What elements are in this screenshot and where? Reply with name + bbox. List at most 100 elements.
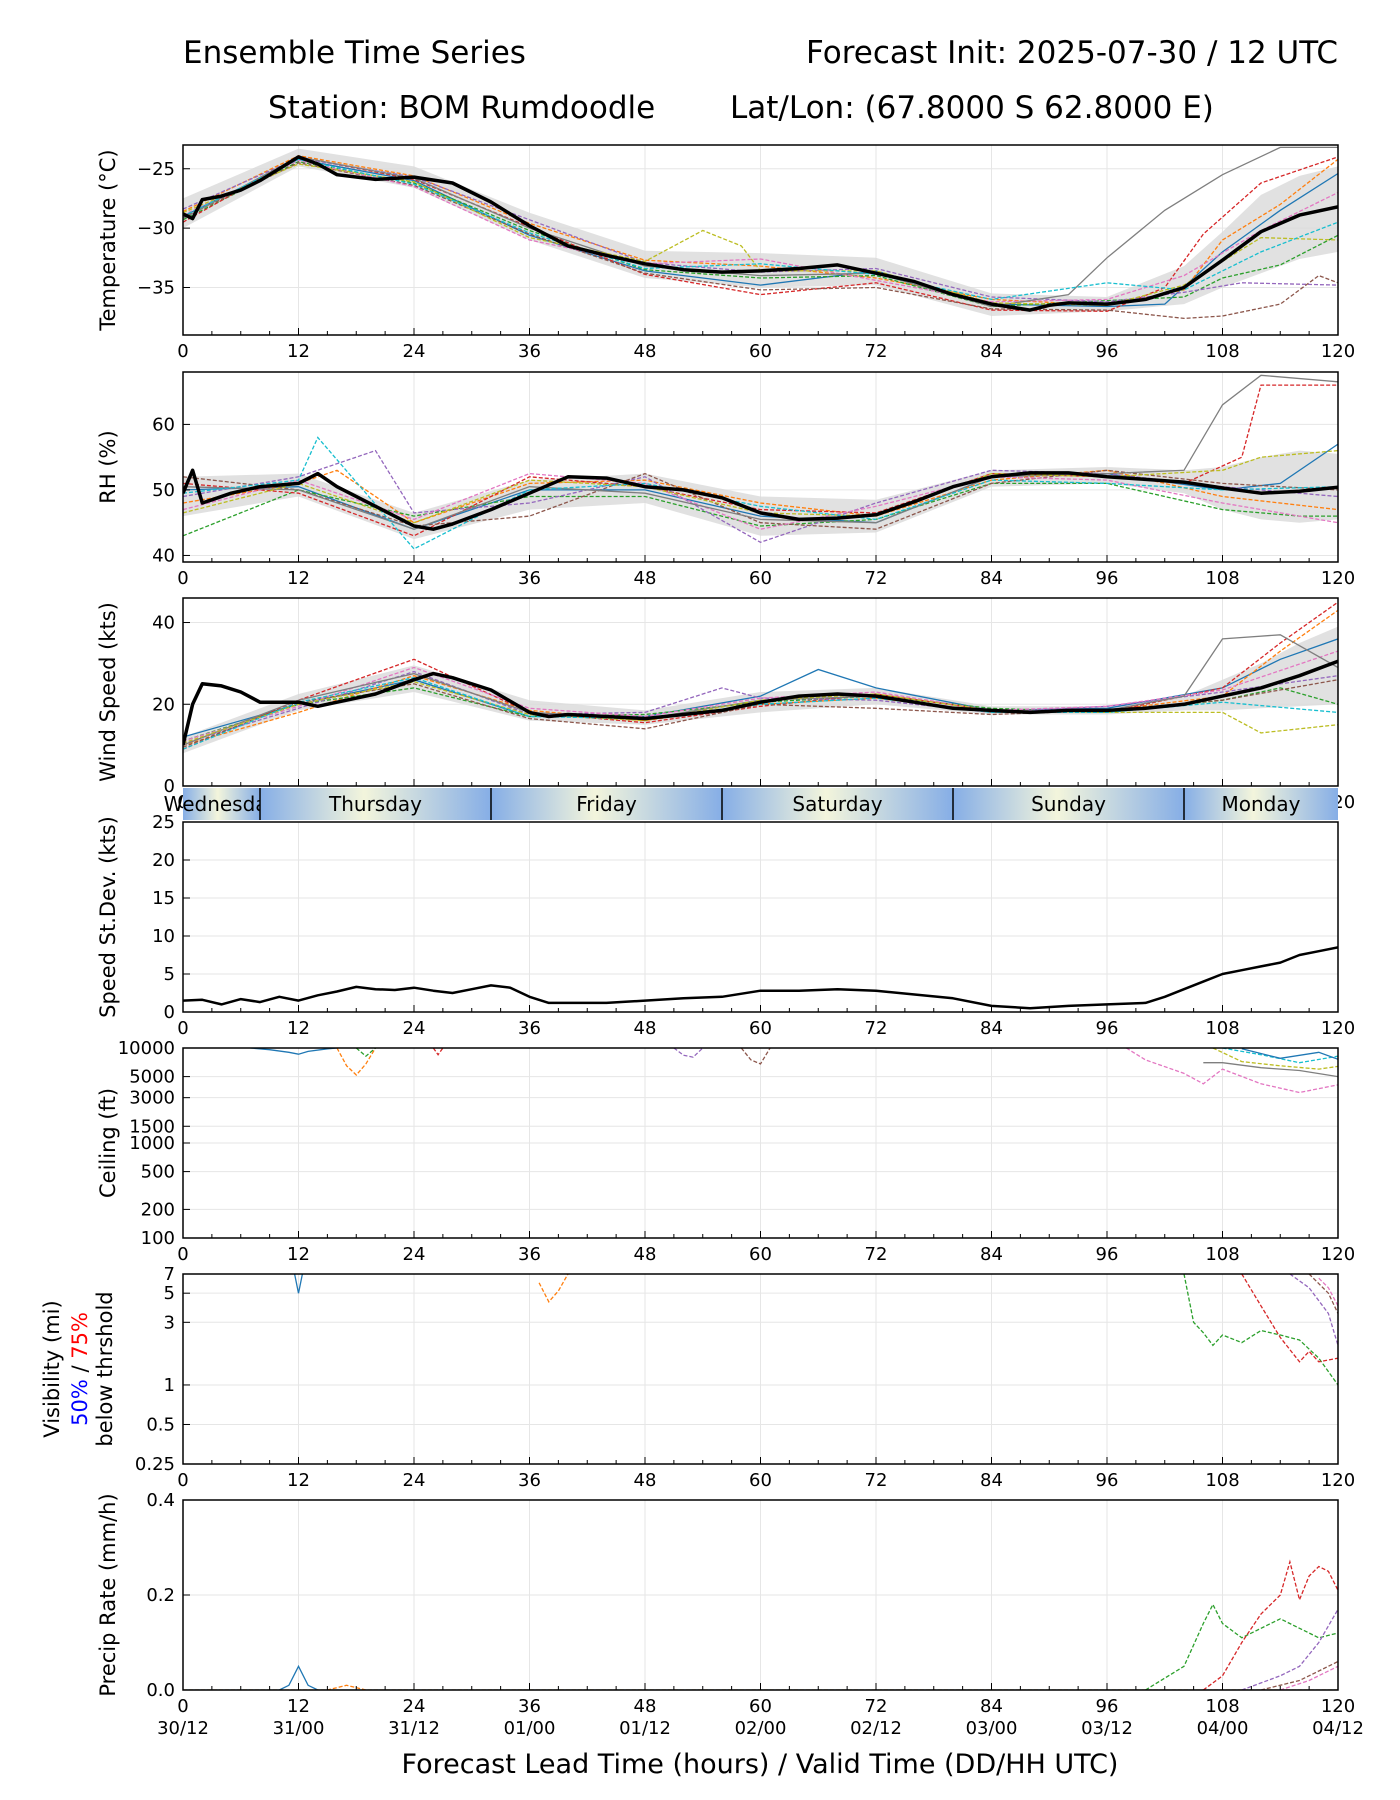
x-tick-label: 96 — [1096, 1470, 1119, 1491]
x-tick-label: 0 — [177, 1018, 188, 1039]
temperature-mean-line — [183, 155, 1338, 312]
temperature-member-1 — [183, 158, 1338, 308]
visibility-threshold-label: 50% / 75% — [68, 1312, 92, 1426]
day-label: Friday — [576, 792, 637, 816]
x-tick-label: 84 — [980, 568, 1003, 589]
rh-member-5 — [183, 449, 1338, 544]
rh-member-3 — [183, 482, 1338, 537]
panel-visibility: 0 12 24 36 48 60 72 84 96 108 120 0.25 0.5 1 3 57 Visibi… — [40, 1264, 1355, 1491]
y-tick-label: 10000 — [118, 1038, 175, 1059]
visibility-member-2 — [538, 1274, 569, 1303]
y-tick-label: 5000 — [129, 1067, 175, 1088]
visibility-member-7 — [1318, 1277, 1338, 1307]
wind-member-3 — [183, 687, 1338, 742]
rh-member-8 — [183, 374, 1338, 530]
x-tick-label: 108 — [1205, 568, 1239, 589]
temperature-member-10 — [183, 158, 1338, 301]
x-tick-label: 96 — [1096, 341, 1119, 362]
valid-time-label: 01/12 — [619, 1718, 671, 1739]
ceiling-member-10 — [1222, 1048, 1338, 1064]
wind-member-10 — [183, 677, 1338, 750]
y-tick-label: 60 — [152, 414, 175, 435]
day-segment — [183, 788, 260, 820]
x-tick-label: 60 — [749, 1018, 772, 1039]
x-tick-label: 96 — [1096, 568, 1119, 589]
y-tick-label: 0.2 — [146, 1585, 175, 1606]
x-tick-label: 24 — [403, 1696, 426, 1717]
visibility-member-5 — [1289, 1274, 1338, 1346]
temperature-spread-band — [183, 148, 1338, 316]
ceiling-member-7 — [1125, 1048, 1338, 1094]
panel-ceiling: 0 12 24 36 48 60 72 84 96 108 120 100 200 500 10001500… — [96, 1038, 1355, 1265]
speed_std-plot — [183, 946, 1338, 1010]
y-tick-label: −30 — [137, 218, 175, 239]
wind-member-5 — [183, 670, 1338, 744]
precip-member-5 — [1241, 1608, 1338, 1690]
rh-member-9 — [183, 449, 1338, 524]
x-tick-label: 24 — [403, 1244, 426, 1265]
ceiling-member-2 — [336, 1048, 377, 1076]
x-tick-label: 12 — [287, 568, 310, 589]
title-left: Ensemble Time Series — [183, 35, 526, 71]
x-tick-label: 60 — [749, 1244, 772, 1265]
x-tick-label: 48 — [634, 1470, 657, 1491]
y-tick-label: 50 — [152, 480, 175, 501]
y-tick-label: 40 — [152, 613, 175, 634]
speed_std-ylabel: Speed St.Dev. (kts) — [96, 816, 120, 1018]
ceiling-member-1 — [250, 1048, 338, 1055]
y-tick-label: 25 — [152, 812, 175, 833]
x-tick-label: 60 — [749, 568, 772, 589]
x-axis-label: Forecast Lead Time (hours) / Valid Time … — [402, 1749, 1119, 1780]
x-tick-label: 36 — [518, 568, 541, 589]
station-label: Station: BOM Rumdoodle — [268, 90, 655, 126]
panel-rh: 0 12 24 36 48 60 72 84 96 108 120 40 50 60 RH (%) — [96, 371, 1355, 589]
valid-time-label: 31/12 — [388, 1718, 440, 1739]
x-tick-label: 12 — [287, 341, 310, 362]
wind-spread-band — [183, 626, 1338, 754]
ceiling-member-8 — [1203, 1062, 1338, 1078]
y-tick-label: 40 — [152, 545, 175, 566]
day-segment — [491, 788, 722, 820]
x-tick-label: 72 — [865, 1244, 888, 1265]
valid-time-label: 02/12 — [850, 1718, 902, 1739]
x-tick-label: 72 — [865, 1696, 888, 1717]
y-tick-label: 3000 — [129, 1088, 175, 1109]
panel-wind: 0122436486072849610812002040Wind Speed (… — [96, 597, 1355, 813]
x-tick-label: 84 — [980, 1470, 1003, 1491]
visibility-member-3 — [1183, 1274, 1338, 1386]
precip-ylabel: Precip Rate (mm/h) — [96, 1493, 120, 1696]
y-tick-label: 0.5 — [146, 1414, 175, 1435]
y-tick-label: 20 — [152, 850, 175, 871]
x-tick-label: 0 — [177, 1470, 188, 1491]
x-tick-label: 72 — [865, 1018, 888, 1039]
precip-member-2 — [183, 1684, 1338, 1690]
visibility-ylabel: Visibility (mi) — [40, 1300, 64, 1437]
x-tick-label: 96 — [1096, 1244, 1119, 1265]
precip-member-3 — [1145, 1603, 1338, 1690]
precip-grid — [182, 1499, 1339, 1691]
precip-plot — [183, 1559, 1338, 1690]
visibility-member-4 — [1241, 1274, 1338, 1363]
y-tick-label: 0 — [164, 776, 175, 797]
y-tick-label: 5 — [164, 964, 175, 985]
visibility-member-1 — [293, 1274, 304, 1294]
wind-member-7 — [183, 650, 1338, 742]
ceiling-ylabel: Ceiling (ft) — [96, 1088, 120, 1198]
day-label: Monday — [1222, 792, 1301, 816]
temperature-member-7 — [183, 159, 1338, 303]
day-label: Sunday — [1031, 792, 1106, 816]
x-tick-label: 96 — [1096, 1018, 1119, 1039]
valid-time-label: 03/12 — [1081, 1718, 1133, 1739]
x-tick-label: 0 — [177, 568, 188, 589]
valid-time-label: 04/00 — [1197, 1718, 1249, 1739]
y-tick-label: 3 — [164, 1312, 175, 1333]
x-tick-label: 36 — [518, 341, 541, 362]
wind-ylabel: Wind Speed (kts) — [96, 602, 120, 782]
vis-75-label: 75% — [68, 1312, 92, 1359]
valid-time-label: 30/12 — [157, 1718, 209, 1739]
day-strip: Wednesday Thursday Friday Saturday Sunday Mon… — [164, 788, 1338, 820]
y-tick-label: −35 — [137, 278, 175, 299]
x-tick-label: 84 — [980, 1244, 1003, 1265]
x-tick-label: 48 — [634, 1244, 657, 1265]
